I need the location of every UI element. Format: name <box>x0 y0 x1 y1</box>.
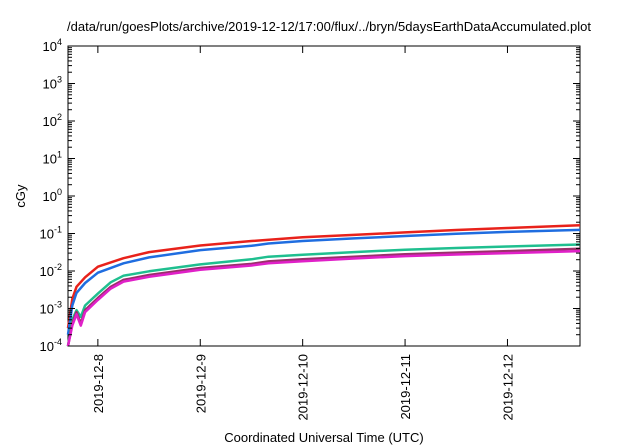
series-line-1 <box>66 224 581 329</box>
y-tick-exponent: -1 <box>54 225 62 235</box>
y-tick-base: 10 <box>40 302 54 317</box>
y-tick-base: 10 <box>40 339 54 354</box>
y-tick-label: 10-2 <box>40 262 62 279</box>
plot-frame <box>67 45 581 347</box>
x-tick-label: 2019-12-10 <box>296 354 311 421</box>
y-tick-exponent: -3 <box>54 300 62 310</box>
x-tick-label: 2019-12-9 <box>193 354 208 413</box>
x-axis: 2019-12-8 2019-12-9 2019-12-10 2019-12-11 20… <box>91 46 515 421</box>
y-tick-exponent: 1 <box>57 150 62 160</box>
x-axis-label: Coordinated Universal Time (UTC) <box>224 430 423 445</box>
y-tick-base: 10 <box>43 152 57 167</box>
y-tick-exponent: 0 <box>57 187 62 197</box>
y-tick-exponent: 3 <box>57 75 62 85</box>
chart-title: /data/run/goesPlots/archive/2019-12-12/1… <box>67 19 591 34</box>
x-tick-label: 2019-12-11 <box>398 354 413 420</box>
y-tick-label: 100 <box>43 187 62 204</box>
y-tick-label: 104 <box>43 37 62 54</box>
series-line-2 <box>66 228 581 335</box>
series-line-3 <box>66 243 581 347</box>
y-tick-exponent: -2 <box>54 262 62 272</box>
x-tick-label: 2019-12-12 <box>500 354 515 421</box>
y-tick-label: 103 <box>43 75 62 92</box>
y-tick-label: 102 <box>43 112 62 129</box>
y-tick-base: 10 <box>43 189 57 204</box>
series-layer <box>66 224 581 347</box>
y-tick-base: 10 <box>40 264 54 279</box>
y-tick-label: 10-4 <box>40 337 62 354</box>
y-tick-exponent: -4 <box>54 337 62 347</box>
series-line-5 <box>66 249 581 347</box>
y-tick-label: 10-1 <box>40 225 62 242</box>
series-line-4 <box>66 247 581 347</box>
y-tick-exponent: 4 <box>57 37 62 47</box>
y-tick-base: 10 <box>40 227 54 242</box>
y-axis-label: cGy <box>13 184 28 208</box>
y-tick-base: 10 <box>43 77 57 92</box>
y-tick-base: 10 <box>43 39 57 54</box>
x-tick-label: 2019-12-8 <box>91 354 106 413</box>
y-tick-base: 10 <box>43 114 57 129</box>
y-tick-exponent: 2 <box>57 112 62 122</box>
y-tick-label: 10-3 <box>40 300 62 317</box>
y-tick-label: 101 <box>43 150 62 167</box>
